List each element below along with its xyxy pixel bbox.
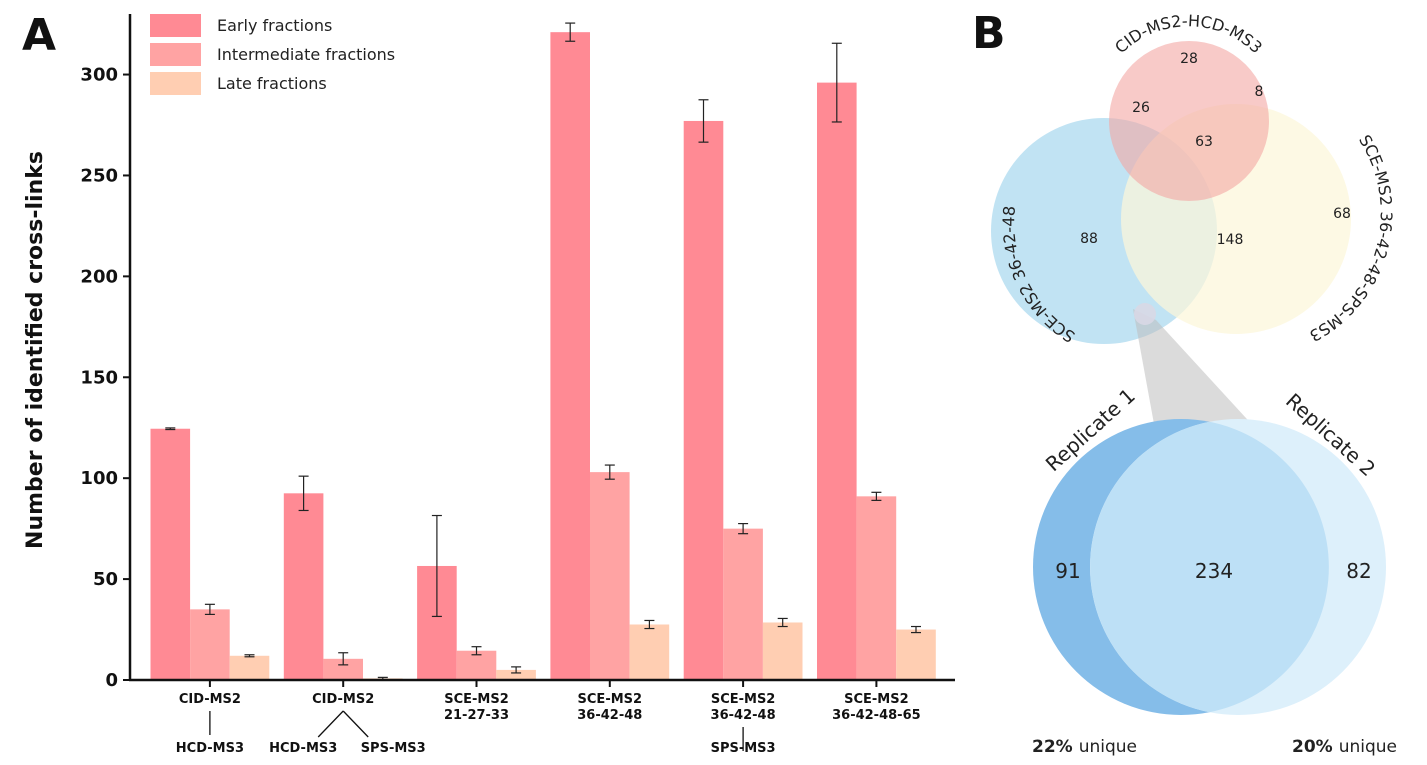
y-tick-label-2: 50: [93, 569, 118, 590]
zoom-source-dot: [1134, 303, 1156, 325]
y-tick-label-3: 100: [80, 468, 118, 489]
replicate-1-unique-word: unique: [1079, 737, 1137, 757]
x-category-sublabel-5: SPS-MS3: [711, 741, 776, 756]
x-category-label-3-line-1: SCE-MS2: [444, 692, 509, 707]
bar-1-6: [817, 82, 857, 681]
x-category-label-4-line-1: SCE-MS2: [578, 692, 643, 707]
bar-2-1: [190, 609, 230, 680]
x-category-label-2-line-1: CID-MS2: [312, 692, 374, 707]
panel-b-letter: B: [972, 8, 1006, 59]
y-tick-label-7: 300: [80, 65, 118, 86]
replicate-1-unique-text: 22% unique: [1032, 737, 1137, 757]
axes-layer: 0 50 100 150 200 250 300: [80, 14, 955, 691]
venn-region-cid-sce: 26: [1132, 100, 1150, 116]
x-category-label-1-line-1: CID-MS2: [179, 692, 241, 707]
bar-3-1: [229, 655, 270, 680]
venn-region-all-three: 63: [1195, 134, 1213, 150]
legend-label-3: Late fractions: [217, 74, 327, 93]
legend-label-1: Early fractions: [217, 16, 332, 35]
y-tick-label-6: 250: [80, 165, 118, 186]
y-tick-label-5: 200: [80, 266, 118, 287]
bar-1-2: [283, 493, 324, 680]
venn-overlap-replicates: [1090, 421, 1329, 713]
replicate-2-unique-text: 20% unique: [1292, 737, 1397, 757]
y-axis-label: Number of identified cross-links: [23, 151, 48, 549]
x-category-label-6-line-2: 36-42-48-65: [832, 708, 921, 723]
bar-2-6: [856, 496, 897, 680]
legend-swatch-3: [150, 72, 201, 95]
zoom-callout: [1133, 303, 1268, 442]
bar-2-4: [590, 472, 630, 680]
bar-1-1: [150, 428, 191, 680]
legend: Early fractions Intermediate fractions Lat…: [150, 14, 395, 95]
bar-1-4: [550, 32, 590, 680]
replicate-2-unique-percent: 20%: [1292, 737, 1333, 757]
venn-region-cid-only: 28: [1180, 51, 1198, 67]
replicate-venn: Replicate 1 Replicate 2 91 234 82 22% uni…: [1032, 384, 1397, 757]
venn-region-sce-sps: 148: [1217, 232, 1244, 248]
bar-2-2: [323, 658, 363, 680]
venn-region-sps-only: 68: [1333, 206, 1351, 222]
zoom-cone: [1133, 309, 1268, 442]
bar-1-5: [683, 120, 724, 681]
bar-3-4: [629, 624, 670, 680]
legend-swatch-1: [150, 14, 201, 37]
venn-region-sce-only: 88: [1080, 231, 1098, 247]
panel-a-letter: A: [22, 10, 56, 61]
x-connector-left-2: [317, 710, 344, 738]
replicate-2-unique-word: unique: [1339, 737, 1397, 757]
x-category-labels: CID-MS2 HCD-MS3 CID-MS2 HCD-MS3 SPS-MS3 SCE-M…: [176, 680, 921, 756]
x-connector-right-2: [342, 710, 369, 738]
x-category-label-5-line-2: 36-42-48: [711, 708, 776, 723]
bar-3-3: [496, 669, 536, 680]
bar-3-5: [762, 622, 803, 680]
bar-2-3: [456, 650, 497, 680]
x-category-sublabel-2-b: SPS-MS3: [361, 741, 426, 756]
bars-layer: [150, 22, 936, 681]
x-category-sublabel-1: HCD-MS3: [176, 741, 244, 756]
venn-region-cid-sps: 8: [1255, 84, 1264, 100]
legend-swatch-2: [150, 43, 201, 66]
bar-3-6: [896, 629, 936, 680]
x-category-label-6-line-1: SCE-MS2: [844, 692, 909, 707]
replicate-overlap-count: 234: [1195, 559, 1233, 583]
x-category-sublabel-2-a: HCD-MS3: [269, 741, 337, 756]
x-category-label-3-line-2: 21-27-33: [444, 708, 509, 723]
three-set-venn: CID-MS2-HCD-MS3 SCE-MS2 36-42-48 SCE-MS2…: [991, 11, 1396, 346]
x-category-label-4-line-2: 36-42-48: [577, 708, 642, 723]
replicate-1-only-count: 91: [1055, 559, 1080, 583]
venn-circle-cid-ms2-hcd-ms3: [1109, 41, 1269, 201]
replicate-2-only-count: 82: [1346, 559, 1371, 583]
y-tick-label-1: 0: [105, 670, 118, 691]
replicate-1-unique-percent: 22%: [1032, 737, 1073, 757]
x-category-label-5-line-1: SCE-MS2: [711, 692, 776, 707]
bar-2-5: [723, 528, 763, 680]
legend-label-2: Intermediate fractions: [217, 45, 395, 64]
y-tick-label-4: 150: [80, 367, 118, 388]
